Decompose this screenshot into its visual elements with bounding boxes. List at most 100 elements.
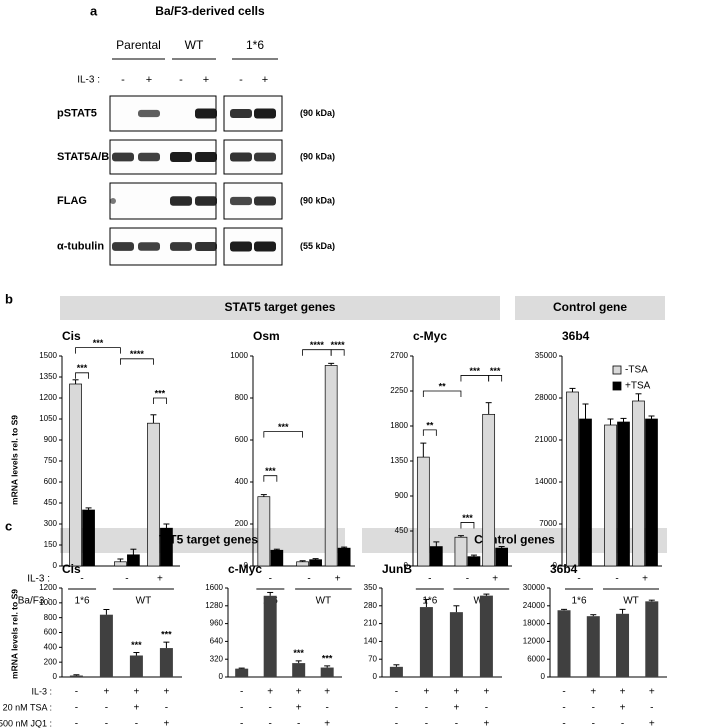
row-label: IL-3 :	[31, 686, 52, 696]
x-category: +	[324, 687, 330, 698]
blot-band	[170, 196, 192, 206]
bar	[479, 595, 493, 677]
legend-swatch	[612, 365, 622, 375]
significance-label: ***	[161, 630, 172, 640]
bar	[645, 601, 659, 677]
group-label: WT	[185, 38, 204, 52]
blot-band	[195, 196, 217, 206]
bar	[99, 614, 113, 677]
bar	[579, 418, 592, 567]
blot-band	[254, 152, 276, 162]
treatment-sign: -	[179, 74, 183, 86]
bar	[566, 391, 579, 567]
x-category: +	[453, 703, 459, 714]
section-header-bg	[515, 296, 665, 320]
blot-band	[138, 242, 160, 251]
x-category: -	[165, 703, 168, 714]
panel-label: b	[5, 291, 13, 306]
blot-row-label: pSTAT5	[57, 107, 97, 119]
significance-label: **	[426, 420, 434, 430]
x-category: -	[135, 719, 138, 728]
group-label: Parental	[116, 38, 161, 52]
treatment-sign: -	[121, 74, 125, 86]
y-tick-label: 0	[553, 561, 558, 570]
y-tick-label: 1350	[39, 372, 57, 381]
blot-size-label: (90 kDa)	[300, 151, 335, 161]
y-tick-label: 0	[404, 561, 409, 570]
x-category: +	[492, 574, 498, 585]
significance-label: ***	[470, 366, 481, 376]
bar	[449, 612, 463, 677]
row-label: 20 nM TSA :	[3, 702, 52, 712]
y-tick-label: 1200	[39, 583, 57, 592]
significance-label: ***	[293, 648, 304, 658]
x-category: -	[75, 703, 78, 714]
chart-title: 36b4	[550, 562, 578, 576]
y-tick-label: 900	[395, 491, 409, 500]
treatment-sign: +	[262, 74, 268, 86]
x-category: -	[395, 719, 398, 728]
blot-band	[230, 108, 252, 119]
x-category: -	[105, 703, 108, 714]
bar	[324, 365, 338, 567]
x-category: -	[240, 703, 243, 714]
y-tick-label: 0	[373, 672, 378, 681]
significance-label: ***	[322, 653, 333, 663]
significance-bracket	[75, 347, 121, 354]
x-category: +	[163, 687, 169, 698]
blot-band	[230, 152, 252, 162]
bar	[616, 613, 630, 677]
y-tick-label: 2700	[390, 351, 408, 360]
blot-title: Ba/F3-derived cells	[155, 4, 265, 18]
chart-title: JunB	[382, 562, 412, 576]
x-category: -	[577, 574, 580, 585]
bar	[429, 546, 443, 567]
x-category: -	[326, 703, 329, 714]
bar	[160, 527, 173, 567]
x-category: -	[425, 719, 428, 728]
cell-line-label: 1*6	[422, 596, 437, 607]
x-category: -	[269, 719, 272, 728]
bar	[419, 607, 433, 677]
x-category: +	[335, 574, 341, 585]
bar	[82, 509, 95, 567]
significance-label: ***	[155, 388, 166, 398]
y-tick-label: 350	[364, 583, 378, 592]
y-tick-label: 35000	[535, 351, 558, 360]
x-category: -	[240, 719, 243, 728]
y-tick-label: 600	[44, 628, 58, 637]
y-tick-label: 140	[364, 637, 378, 646]
y-tick-label: 18000	[523, 619, 546, 628]
y-tick-label: 7000	[539, 519, 557, 528]
x-category: -	[562, 719, 565, 728]
x-category: +	[483, 719, 489, 728]
x-category: +	[324, 719, 330, 728]
x-category: -	[650, 703, 653, 714]
x-category: +	[163, 719, 169, 728]
bar	[320, 667, 334, 677]
blot-band	[254, 196, 276, 206]
y-tick-label: 600	[44, 477, 58, 486]
bar	[69, 675, 83, 677]
significance-label: ***	[93, 338, 104, 348]
blot-row-label: FLAG	[57, 195, 87, 207]
x-category: +	[590, 687, 596, 698]
significance-label: ***	[131, 640, 142, 650]
y-tick-label: 200	[44, 657, 58, 666]
row-label: 500 nM JQ1 :	[0, 718, 52, 728]
x-category: +	[423, 687, 429, 698]
y-tick-label: 1600	[205, 583, 223, 592]
section-header: STAT5 target genes	[225, 300, 336, 314]
y-tick-label: 450	[44, 498, 58, 507]
chart-title: c-Myc	[228, 562, 262, 576]
x-category: -	[297, 719, 300, 728]
cell-line-label: WT	[623, 596, 639, 607]
blot-size-label: (55 kDa)	[300, 241, 335, 251]
bar	[235, 668, 249, 677]
bar	[114, 561, 127, 567]
significance-label: **	[439, 381, 447, 391]
bar	[632, 400, 645, 567]
blot-band	[112, 152, 134, 162]
y-tick-label: 14000	[535, 477, 558, 486]
row-label: IL-3 :	[27, 574, 50, 585]
